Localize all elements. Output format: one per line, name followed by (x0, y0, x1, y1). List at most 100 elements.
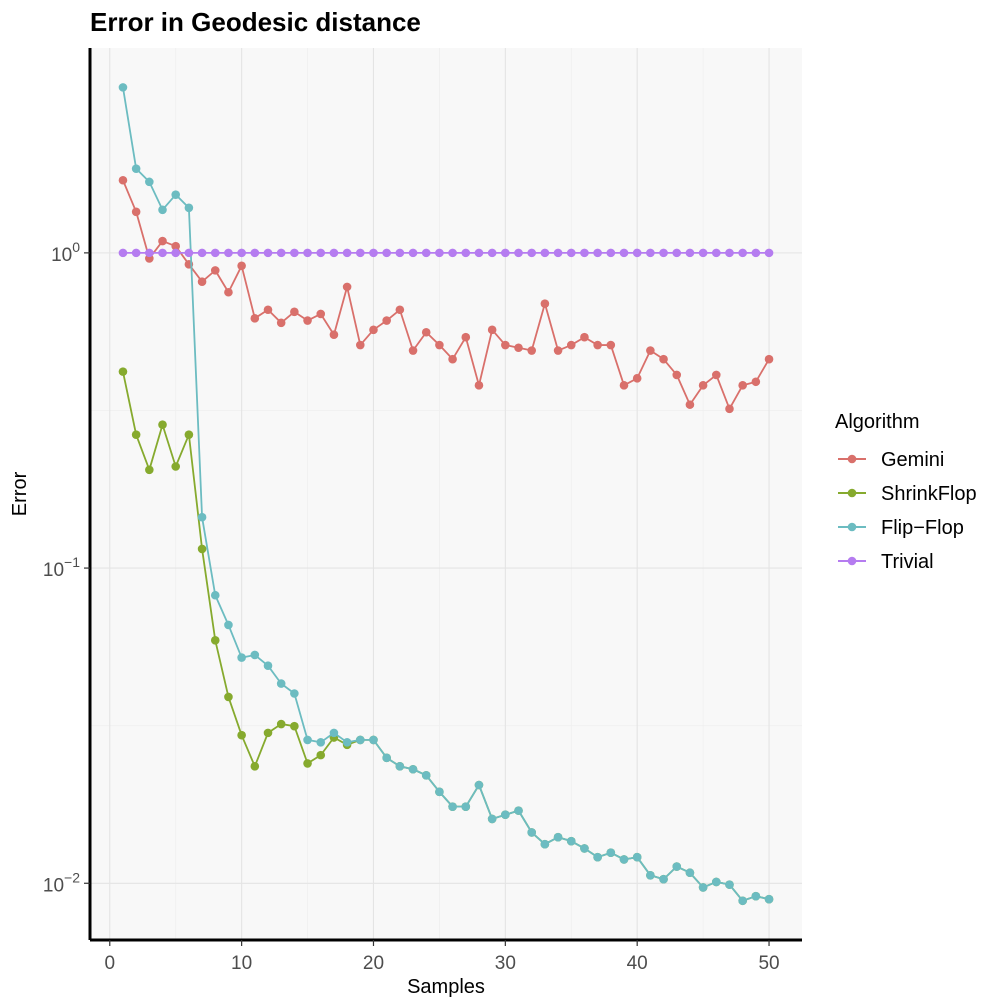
data-point-flip-flop (408, 764, 418, 774)
data-point-shrinkflop (276, 719, 286, 729)
data-point-flip-flop (646, 870, 655, 880)
data-point-gemini (382, 316, 391, 325)
data-point-gemini (197, 277, 207, 287)
data-point-trivial (369, 248, 378, 258)
data-point-gemini (487, 325, 497, 335)
y-tick-label: 100 (51, 239, 80, 266)
legend-item-gemini: Gemini (838, 449, 944, 471)
y-tick-label: 10−2 (43, 869, 80, 896)
data-point-trivial (290, 248, 299, 258)
data-point-gemini (131, 207, 141, 217)
data-point-trivial (145, 248, 154, 258)
data-point-gemini (421, 327, 431, 337)
data-point-flip-flop (632, 852, 642, 862)
data-point-gemini (593, 340, 602, 350)
data-point-flip-flop (184, 203, 194, 213)
data-point-flip-flop (738, 896, 747, 906)
data-point-flip-flop (263, 661, 273, 671)
data-point-flip-flop (435, 787, 444, 797)
data-point-flip-flop (171, 190, 181, 199)
data-point-gemini (566, 340, 576, 350)
data-point-trivial (738, 248, 747, 258)
data-point-flip-flop (751, 891, 761, 901)
data-point-flip-flop (540, 839, 550, 849)
data-point-gemini (435, 340, 444, 350)
data-point-trivial (263, 248, 273, 258)
data-point-gemini (646, 346, 655, 355)
data-point-flip-flop (474, 780, 484, 790)
data-point-trivial (395, 248, 405, 258)
x-tick-label: 20 (363, 953, 384, 974)
data-point-trivial (355, 248, 365, 258)
data-point-trivial (725, 248, 734, 258)
data-point-shrinkflop (145, 465, 154, 475)
data-point-flip-flop (514, 806, 523, 815)
data-point-trivial (593, 248, 602, 258)
data-point-flip-flop (685, 868, 695, 878)
data-point-gemini (527, 346, 537, 355)
data-point-flip-flop (224, 620, 233, 630)
data-point-trivial (646, 248, 655, 258)
data-point-flip-flop (329, 728, 339, 738)
data-point-trivial (527, 248, 537, 258)
data-point-trivial (303, 248, 312, 258)
data-point-trivial (408, 248, 418, 258)
data-point-gemini (501, 340, 510, 350)
data-point-gemini (210, 266, 220, 275)
data-point-flip-flop (197, 512, 207, 522)
data-point-flip-flop (553, 832, 563, 842)
data-point-trivial (276, 248, 286, 258)
data-point-flip-flop (316, 738, 326, 747)
data-point-trivial (448, 248, 457, 258)
data-point-shrinkflop (171, 462, 181, 471)
y-axis-title: Error (9, 471, 31, 516)
data-point-trivial (421, 248, 431, 258)
data-point-gemini (171, 241, 181, 251)
x-tick-label: 10 (231, 953, 252, 974)
data-point-gemini (632, 374, 642, 383)
data-point-trivial (224, 248, 233, 258)
legend: Algorithm Gemini ShrinkFlop Flip−Flop Trivi… (835, 411, 977, 573)
data-point-gemini (290, 307, 299, 317)
data-point-trivial (158, 248, 167, 258)
data-point-flip-flop (461, 802, 471, 811)
data-point-flip-flop (276, 679, 286, 688)
legend-key-point (847, 488, 857, 498)
data-point-trivial (382, 248, 391, 258)
data-point-flip-flop (698, 883, 708, 892)
data-point-trivial (659, 248, 668, 258)
data-point-gemini (276, 318, 286, 328)
data-point-gemini (303, 316, 312, 325)
data-point-gemini (738, 381, 747, 390)
data-point-trivial (540, 248, 550, 258)
data-point-gemini (118, 175, 128, 185)
data-point-trivial (553, 248, 563, 258)
legend-item-flip-flop: Flip−Flop (838, 517, 964, 539)
data-point-flip-flop (580, 844, 589, 853)
data-point-gemini (461, 332, 471, 342)
data-point-trivial (131, 248, 141, 258)
legend-label: Flip−Flop (881, 517, 964, 539)
data-point-gemini (619, 381, 629, 390)
data-point-flip-flop (487, 814, 497, 824)
x-tick-label: 40 (627, 953, 648, 974)
x-tick-label: 50 (758, 953, 779, 974)
data-point-shrinkflop (263, 728, 273, 738)
data-point-trivial (329, 248, 339, 258)
data-point-trivial (501, 248, 510, 258)
data-point-trivial (566, 248, 576, 258)
data-point-flip-flop (145, 177, 154, 187)
data-point-gemini (316, 309, 326, 319)
data-point-gemini (659, 354, 668, 364)
x-ticks: 0 10 20 30 40 50 (104, 940, 780, 974)
legend-item-shrinkflop: ShrinkFlop (838, 483, 977, 505)
data-point-gemini (224, 287, 233, 297)
data-point-flip-flop (290, 689, 299, 698)
data-point-gemini (237, 261, 246, 271)
data-point-gemini (711, 370, 721, 380)
data-point-gemini (764, 354, 774, 364)
data-point-trivial (698, 248, 708, 258)
data-point-flip-flop (619, 855, 629, 864)
series-layer (118, 83, 774, 906)
